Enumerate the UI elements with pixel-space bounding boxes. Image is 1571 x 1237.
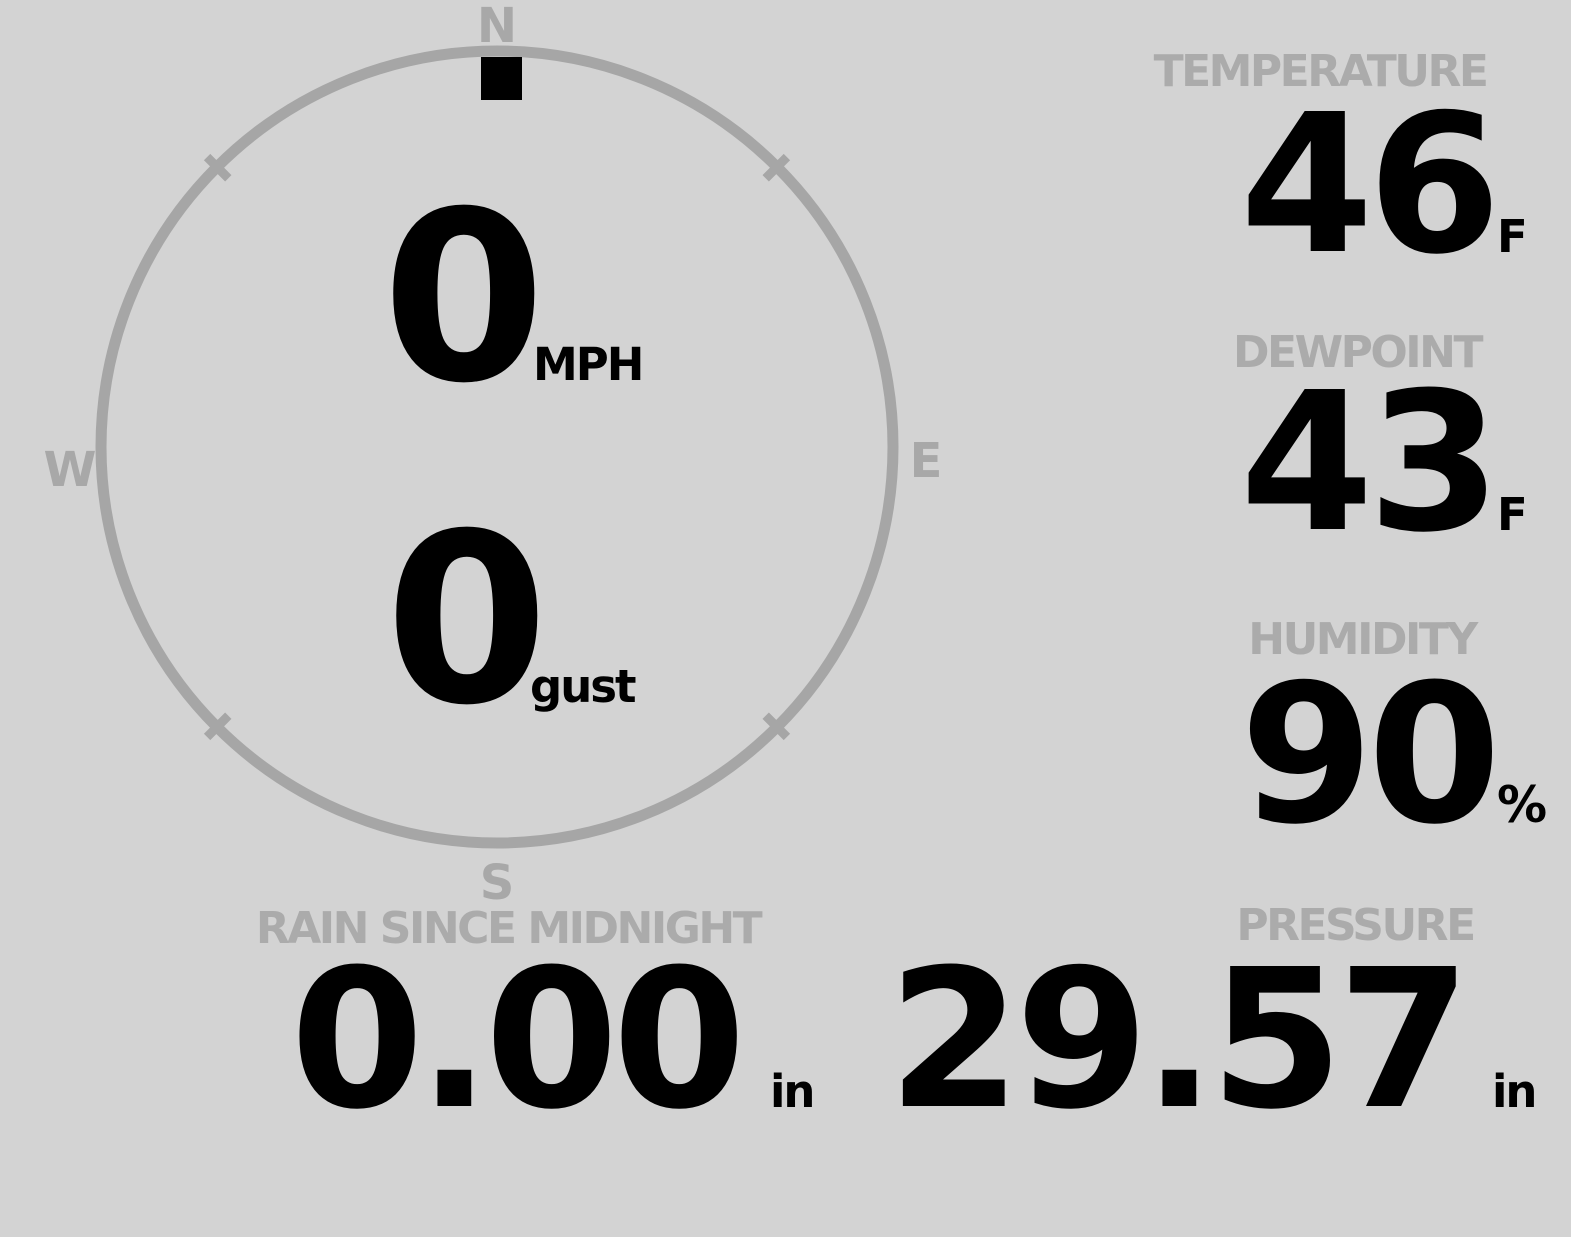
wind-compass [95, 45, 899, 849]
temperature-unit: F [1497, 210, 1528, 263]
temperature-label: TEMPERATURE [1153, 46, 1489, 97]
cardinal-west: W [43, 442, 97, 498]
cardinal-east: E [909, 433, 943, 489]
cardinal-north: N [476, 0, 518, 54]
cardinal-south: S [479, 855, 515, 911]
compass-tick-nw [203, 153, 232, 182]
dewpoint-value: 43 [1240, 352, 1501, 575]
wind-direction-marker-icon [481, 57, 522, 100]
humidity-value: 90 [1240, 644, 1501, 867]
pressure-value: 29.57 [887, 929, 1471, 1152]
rain-value: 0.00 [290, 929, 746, 1152]
dewpoint-unit: F [1497, 488, 1528, 541]
rain-unit: in [770, 1065, 815, 1118]
compass-tick-ne [762, 153, 791, 182]
wind-speed-unit: MPH [533, 338, 644, 391]
temperature-value: 46 [1240, 74, 1501, 297]
dewpoint-label: DEWPOINT [1233, 327, 1483, 378]
pressure-label: PRESSURE [1236, 900, 1476, 951]
compass-ticks [203, 153, 791, 741]
humidity-label: HUMIDITY [1248, 614, 1478, 665]
compass-tick-sw [203, 712, 232, 741]
rain-label: RAIN SINCE MIDNIGHT [255, 903, 763, 954]
wind-gust-unit: gust [530, 660, 637, 713]
humidity-unit: % [1497, 776, 1547, 834]
compass-tick-se [762, 712, 791, 741]
wind-gust-value: 0 [385, 484, 548, 757]
compass-dial [95, 45, 899, 849]
pressure-unit: in [1492, 1065, 1537, 1118]
wind-speed-value: 0 [382, 162, 545, 435]
